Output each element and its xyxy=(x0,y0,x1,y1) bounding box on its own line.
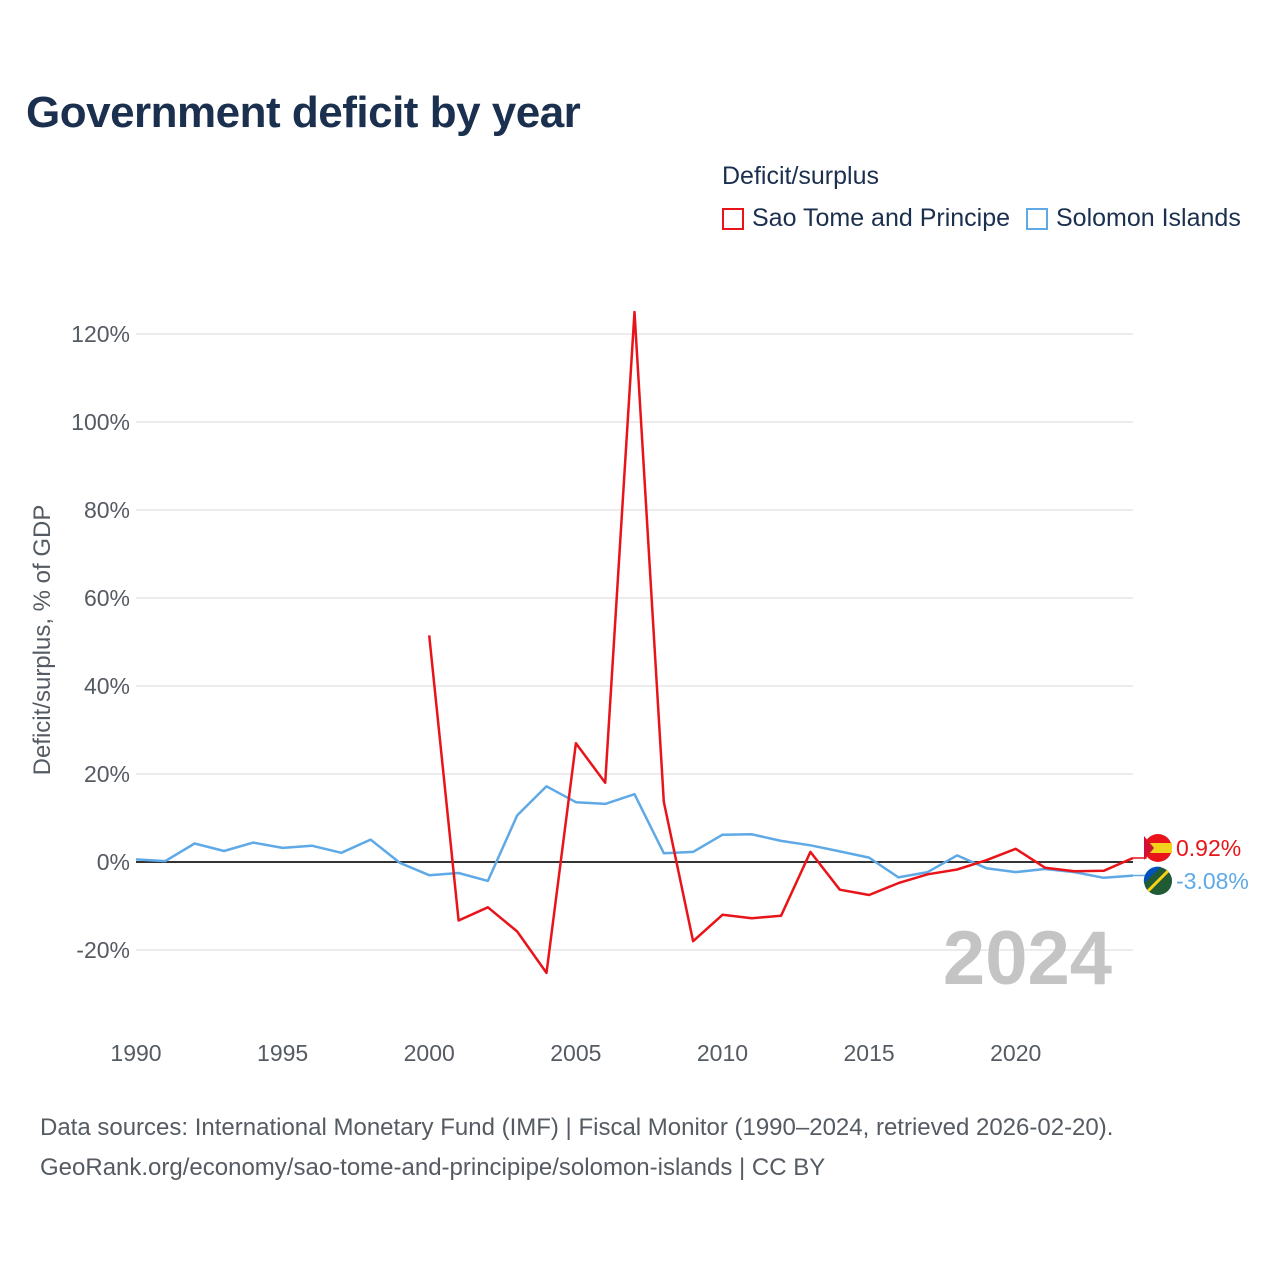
y-tick-label: 20% xyxy=(84,761,130,787)
end-labels: 0.92% -3.08% xyxy=(1133,834,1249,895)
x-tick-label: 2020 xyxy=(990,1040,1041,1066)
y-tick-label: 60% xyxy=(84,585,130,611)
end-value-label: -3.08% xyxy=(1176,868,1249,894)
y-tick-label: 120% xyxy=(71,321,130,347)
series-lines xyxy=(135,310,1134,975)
y-tick-label: 80% xyxy=(84,497,130,523)
x-tick-label: 2000 xyxy=(404,1040,455,1066)
flag-triangle xyxy=(1144,836,1154,860)
x-axis-ticks: 1990 1995 2000 2005 2010 2015 2020 xyxy=(110,1040,1041,1066)
grid-lines xyxy=(136,333,1133,951)
legend-title: Deficit/surplus xyxy=(722,162,879,190)
x-tick-label: 2005 xyxy=(550,1040,601,1066)
y-tick-label: 40% xyxy=(84,673,130,699)
x-tick-label: 1990 xyxy=(110,1040,161,1066)
end-value-label: 0.92% xyxy=(1176,835,1241,861)
source-line-2: GeoRank.org/economy/sao-tome-and-princip… xyxy=(40,1154,826,1181)
y-tick-label: -20% xyxy=(76,937,130,963)
legend-item-sao-tome[interactable]: Sao Tome and Principe xyxy=(722,204,1010,233)
current-year-label: 2024 xyxy=(943,916,1112,1001)
flag-band xyxy=(1146,869,1170,893)
y-tick-label: 100% xyxy=(71,409,130,435)
source-note: Data sources: International Monetary Fun… xyxy=(40,1108,1113,1188)
flag-stripe xyxy=(1144,843,1172,853)
series-line-solomon-islands xyxy=(135,785,1134,883)
flag-blue xyxy=(1143,866,1161,883)
y-axis-label: Deficit/surplus, % of GDP xyxy=(29,505,56,776)
y-axis-ticks: -20% 0% 20% 40% 60% 80% 100% 120% xyxy=(71,321,130,963)
chart-title: Government deficit by year xyxy=(26,88,581,137)
legend-item-solomon-islands[interactable]: Solomon Islands xyxy=(1026,204,1241,233)
x-tick-label: 2010 xyxy=(697,1040,748,1066)
x-tick-label: 2015 xyxy=(844,1040,895,1066)
legend-label-sao-tome: Sao Tome and Principe xyxy=(752,204,1011,232)
y-tick-label: 0% xyxy=(97,849,130,875)
series-line-sao-tome-and-principe xyxy=(427,310,1134,975)
legend-label-solomon-islands: Solomon Islands xyxy=(1056,204,1241,232)
legend-swatch-sao-tome xyxy=(722,207,744,230)
x-tick-label: 1995 xyxy=(257,1040,308,1066)
legend-swatch-solomon-islands xyxy=(1026,207,1048,230)
source-line-1: Data sources: International Monetary Fun… xyxy=(40,1114,1114,1141)
